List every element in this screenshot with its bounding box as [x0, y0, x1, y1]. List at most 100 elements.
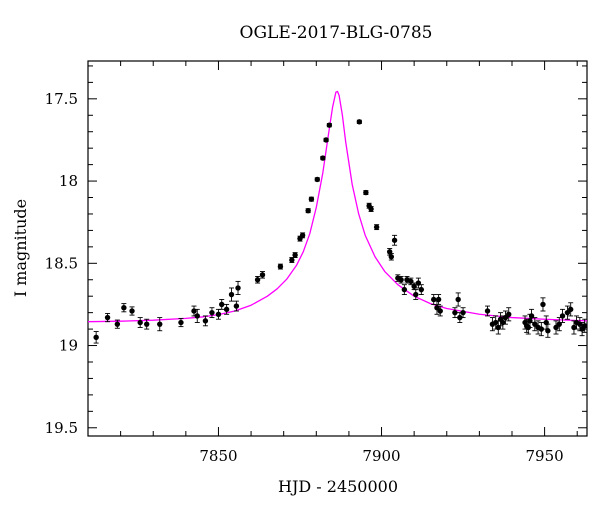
data-point — [373, 224, 380, 231]
point-marker — [411, 283, 417, 290]
y-axis-label: I magnitude — [11, 199, 30, 297]
plot-frame — [87, 60, 588, 437]
data-point — [506, 307, 512, 322]
point-marker — [223, 306, 230, 313]
point-marker — [209, 309, 215, 316]
point-marker — [259, 272, 266, 278]
point-marker — [129, 308, 135, 314]
data-point — [219, 299, 225, 310]
point-marker — [299, 232, 306, 239]
y-tick-label: 19.5 — [45, 419, 78, 437]
point-marker — [305, 207, 311, 214]
x-tick-label: 7950 — [526, 447, 564, 465]
data-point — [308, 196, 315, 202]
point-marker — [484, 308, 491, 314]
x-tick-label: 7850 — [199, 447, 237, 465]
data-point — [540, 297, 546, 312]
data-point — [320, 155, 326, 161]
point-marker — [437, 308, 443, 314]
point-marker — [308, 196, 315, 202]
point-marker — [532, 321, 538, 327]
data-point — [254, 276, 261, 284]
x-axis-label: HJD - 2450000 — [278, 477, 398, 496]
point-marker — [373, 224, 380, 230]
point-marker — [289, 257, 295, 263]
plot-area — [87, 60, 588, 437]
data-point — [538, 322, 545, 337]
data-point — [326, 122, 333, 128]
model-fit-curve — [87, 90, 588, 323]
data-points-layer — [93, 119, 588, 344]
data-point — [144, 318, 150, 330]
data-point — [431, 294, 437, 305]
point-marker — [564, 309, 571, 316]
data-point — [559, 308, 566, 323]
point-marker — [363, 189, 369, 196]
data-point — [582, 318, 588, 333]
point-marker — [368, 206, 374, 212]
point-marker — [540, 301, 546, 308]
point-marker — [194, 313, 200, 319]
point-marker — [219, 301, 225, 308]
point-marker — [388, 254, 395, 260]
point-marker — [314, 176, 320, 183]
point-marker — [401, 286, 408, 293]
data-point — [553, 320, 559, 335]
y-tick-label: 18.5 — [45, 254, 78, 272]
point-marker — [121, 305, 127, 311]
axis-ticks: 7850 7900 7950 17.5 18 18.5 19 19.5 — [45, 61, 587, 465]
data-point — [413, 289, 419, 300]
point-marker — [545, 328, 551, 334]
data-point — [356, 119, 363, 125]
y-tick-label: 19 — [59, 337, 78, 355]
data-point — [121, 303, 127, 313]
data-point — [398, 276, 404, 284]
data-point — [363, 189, 369, 196]
point-marker — [502, 314, 509, 321]
data-point — [235, 280, 241, 296]
data-point — [114, 319, 121, 329]
point-marker — [435, 296, 442, 303]
data-point — [93, 331, 99, 344]
point-marker — [114, 321, 121, 327]
data-point — [314, 176, 320, 183]
point-marker — [538, 326, 545, 332]
point-marker — [559, 313, 566, 319]
point-marker — [104, 314, 111, 321]
data-point — [223, 303, 230, 315]
data-point — [129, 306, 135, 316]
point-marker — [202, 318, 209, 324]
data-point — [567, 302, 574, 317]
point-marker — [157, 321, 163, 327]
data-point — [452, 307, 458, 319]
point-marker — [553, 324, 559, 331]
data-point — [305, 207, 311, 214]
data-point — [502, 310, 509, 325]
point-marker — [137, 319, 143, 326]
data-point — [209, 307, 215, 319]
model-fit-layer — [87, 90, 588, 323]
data-point — [532, 317, 538, 332]
data-point — [391, 234, 398, 246]
data-point — [435, 294, 442, 305]
point-marker — [178, 319, 184, 326]
point-marker — [144, 321, 150, 327]
point-marker — [460, 309, 466, 316]
point-marker — [455, 296, 461, 303]
data-point — [323, 137, 329, 143]
y-tick-label: 17.5 — [45, 90, 78, 108]
point-marker — [418, 286, 425, 293]
data-point — [215, 308, 222, 320]
data-point — [460, 307, 466, 319]
data-point — [137, 317, 143, 328]
data-point — [401, 284, 408, 296]
data-point — [299, 232, 306, 239]
point-marker — [582, 323, 588, 329]
point-marker — [567, 306, 574, 313]
data-point — [178, 317, 184, 328]
point-marker — [356, 119, 363, 125]
point-marker — [398, 277, 404, 283]
data-point — [437, 305, 443, 317]
point-marker — [413, 291, 419, 298]
